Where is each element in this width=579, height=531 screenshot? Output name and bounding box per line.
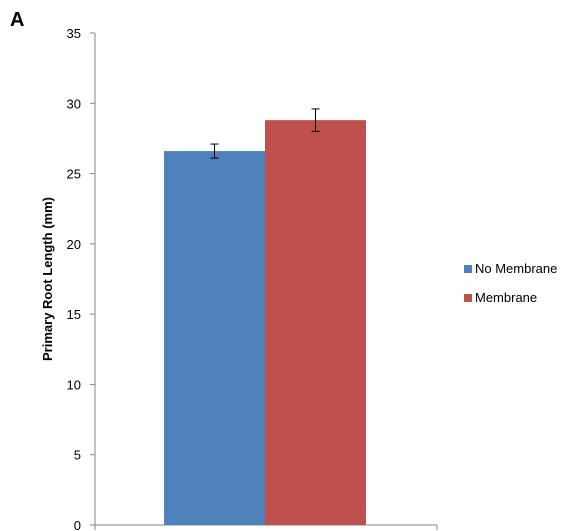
y-tick-label: 10 bbox=[67, 377, 81, 392]
y-tick-label: 30 bbox=[67, 96, 81, 111]
y-tick-label: 5 bbox=[74, 448, 81, 463]
y-tick-label: 25 bbox=[67, 167, 81, 182]
y-tick-label: 15 bbox=[67, 307, 81, 322]
legend-label: Membrane bbox=[475, 290, 537, 305]
legend-label: No Membrane bbox=[475, 261, 557, 276]
bar-no-membrane bbox=[164, 151, 265, 525]
legend: No Membrane Membrane bbox=[464, 261, 557, 305]
y-tick-label: 35 bbox=[67, 26, 81, 41]
y-tick-label: 0 bbox=[74, 518, 81, 531]
legend-swatch bbox=[464, 265, 472, 273]
legend-swatch bbox=[464, 294, 472, 302]
plot-area: 0 5 10 15 20 25 30 35 bbox=[67, 26, 438, 531]
y-axis-title: Primary Root Length (mm) bbox=[40, 197, 55, 361]
panel-label: A bbox=[10, 9, 24, 31]
y-tick-label: 20 bbox=[67, 237, 81, 252]
bar-membrane bbox=[265, 120, 366, 525]
